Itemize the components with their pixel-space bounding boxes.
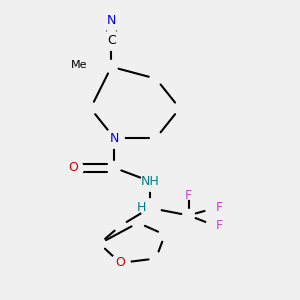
Text: N: N [110, 132, 119, 145]
Text: NH: NH [141, 175, 159, 188]
Text: O: O [68, 161, 78, 174]
Text: H: H [136, 202, 146, 214]
Text: O: O [115, 256, 125, 269]
Text: F: F [215, 202, 223, 214]
Text: F: F [215, 219, 223, 232]
Text: N: N [107, 14, 116, 27]
Text: Me: Me [70, 60, 87, 70]
Text: C: C [107, 34, 116, 46]
Text: F: F [185, 189, 192, 202]
